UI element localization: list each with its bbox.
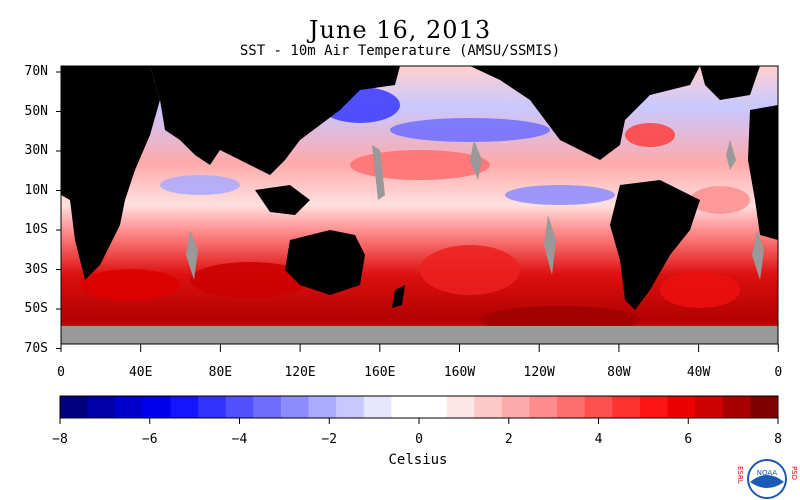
lat-label: 10N — [24, 182, 48, 198]
colorbar-swatch — [695, 396, 724, 418]
noaa-logo-text: NOAA — [757, 469, 778, 477]
africa-land — [61, 66, 160, 280]
ice-streak-2 — [470, 140, 482, 180]
colorbar-swatch — [60, 396, 89, 418]
australia-land — [285, 230, 365, 295]
lon-ticks — [60, 344, 779, 352]
colorbar-tick-label: −6 — [141, 432, 158, 447]
lon-label: 80W — [607, 365, 631, 380]
colorbar-swatch — [198, 396, 227, 418]
lat-label: 70N — [24, 64, 48, 79]
colorbar-swatch — [170, 396, 199, 418]
lat-ticks — [56, 71, 61, 349]
lat-label: 10S — [24, 222, 48, 237]
colorbar-swatch — [639, 396, 669, 418]
anomaly-patches — [65, 87, 750, 334]
eurasia-land — [150, 66, 400, 175]
south-america-land — [610, 180, 700, 310]
colorbar-swatch — [529, 396, 558, 418]
colorbar-swatch — [142, 396, 171, 418]
greenland-land — [700, 66, 760, 100]
lon-label: 120W — [523, 365, 555, 380]
colorbar-swatch — [722, 396, 751, 418]
colorbar-tick-label: 2 — [504, 432, 513, 447]
colorbar-swatch — [308, 396, 337, 418]
lat-label: 30N — [24, 143, 48, 158]
ice-streak-4 — [186, 230, 198, 280]
map-frame — [60, 65, 779, 345]
colorbar-tick-label: −2 — [321, 432, 338, 447]
colorbar-swatch — [446, 396, 475, 418]
colorbar-swatch — [667, 396, 696, 418]
colorbar-swatch — [419, 396, 448, 418]
lon-label: 80E — [208, 365, 233, 380]
colorbar-swatch — [253, 396, 282, 418]
map-title: June 16, 2013 — [308, 16, 492, 44]
north-america-land — [470, 66, 700, 160]
colorbar-swatch — [391, 396, 420, 418]
noaa-logo: NOAA ESRL PSD — [736, 459, 798, 499]
lat-label: 50N — [24, 103, 48, 119]
noaa-logo-bird — [750, 475, 784, 488]
land-masses — [61, 66, 778, 310]
lon-label: 160W — [443, 365, 476, 380]
colorbar-swatch — [501, 396, 530, 418]
lon-label: 160E — [364, 365, 396, 380]
antarctic-ice — [61, 326, 778, 344]
new-zealand-land — [392, 285, 405, 308]
colorbar-tick-label: −4 — [231, 432, 248, 447]
colorbar-swatch — [363, 396, 392, 418]
lon-label: 40E — [128, 365, 153, 380]
lat-label: 70S — [24, 340, 48, 356]
colorbar-swatch — [280, 396, 310, 418]
lat-label: 50S — [24, 301, 48, 316]
colorbar-swatch — [115, 396, 144, 418]
colorbar-swatch — [225, 396, 254, 418]
lon-label: 0 — [57, 365, 65, 380]
maritime-continent-land — [255, 185, 310, 215]
colorbar — [59, 395, 779, 424]
colorbar-swatch — [336, 396, 365, 418]
colorbar-tick-label: −8 — [52, 432, 68, 447]
ice-streak-1 — [372, 145, 385, 200]
colorbar-tick-label: 8 — [774, 432, 782, 447]
colorbar-tick-label: 6 — [684, 432, 693, 447]
ice-streak-6 — [752, 230, 764, 280]
colorbar-swatch — [557, 396, 586, 418]
colorbar-swatch — [750, 396, 779, 418]
noaa-logo-right-letters: PSD — [790, 466, 798, 480]
colorbar-swatch — [87, 396, 116, 418]
lon-label: 40W — [686, 365, 711, 380]
lon-label: 0 — [774, 365, 783, 380]
map-subtitle: SST - 10m Air Temperature (AMSU/SSMIS) — [239, 43, 561, 59]
colorbar-swatch — [612, 396, 641, 418]
lon-label: 120E — [284, 365, 316, 380]
ice-and-missing — [61, 140, 778, 344]
colorbar-swatch — [474, 396, 503, 418]
ice-streak-5 — [726, 140, 736, 170]
europe-africa-right-land — [748, 105, 778, 240]
colorbar-tick-label: 4 — [594, 432, 603, 447]
colorbar-title: Celsius — [388, 452, 448, 468]
ice-streak-3 — [544, 215, 556, 275]
colorbar-tick-label: 0 — [415, 432, 423, 447]
lat-label: 30S — [24, 261, 48, 277]
noaa-logo-left-letters: ESRL — [736, 466, 744, 484]
colorbar-swatch — [584, 396, 613, 418]
